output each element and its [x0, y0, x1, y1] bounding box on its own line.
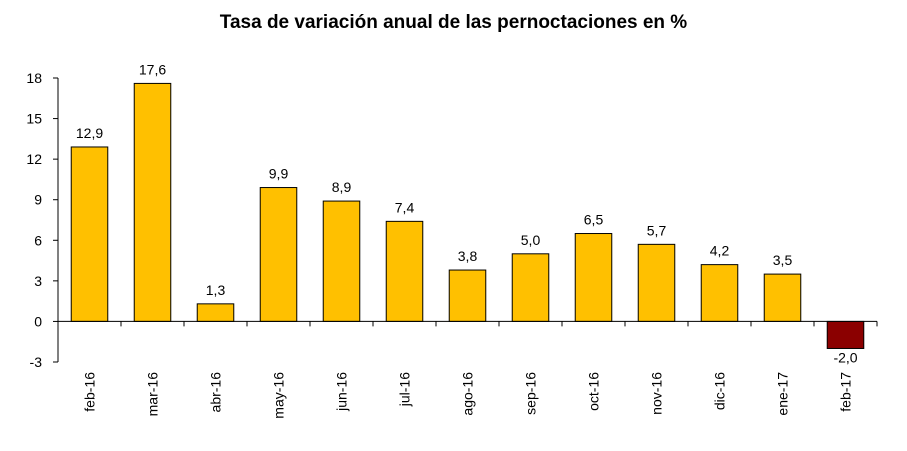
y-tick-label: -3	[30, 354, 43, 370]
chart-title: Tasa de variación anual de las pernoctac…	[219, 12, 688, 33]
bar-ago-16	[448, 269, 487, 322]
bar-sep-16	[511, 253, 550, 322]
x-tick-label: jul-16	[397, 372, 413, 407]
bars-group: 12,9 17,6 1,3 9,9 8,9 7,4 3,8 5,0 6,5 5,7 4,2 3,5 -2…	[70, 61, 865, 365]
data-label: 7,4	[395, 199, 415, 215]
bar-oct-16	[574, 233, 613, 322]
y-tick-label: 15	[26, 111, 42, 127]
data-label: 3,8	[458, 248, 478, 264]
y-tick-label: 3	[34, 273, 42, 289]
data-label: 3,5	[773, 252, 793, 268]
data-label: 4,2	[710, 243, 730, 259]
bar-abr-16	[196, 303, 235, 322]
bar-jul-16	[385, 220, 424, 322]
data-label: 9,9	[269, 166, 289, 182]
y-tick-label: 9	[34, 192, 42, 208]
x-tick-label: feb-17	[838, 372, 854, 412]
data-label: 17,6	[139, 61, 166, 77]
y-tick-label: 0	[34, 313, 42, 329]
y-tick-label: 6	[34, 232, 42, 248]
data-label: 8,9	[332, 179, 352, 195]
x-tick-label: dic-16	[712, 372, 728, 410]
x-tick-label: may-16	[271, 372, 287, 419]
x-tick-label: sep-16	[523, 372, 539, 415]
data-label: 12,9	[76, 125, 103, 141]
data-label: 1,3	[206, 282, 226, 298]
x-tick-label: mar-16	[145, 372, 161, 417]
x-tick-label: oct-16	[586, 372, 602, 411]
x-tick-label: ago-16	[460, 372, 476, 416]
data-label: 5,7	[647, 222, 667, 238]
data-label: 5,0	[521, 232, 541, 248]
bar-nov-16	[637, 243, 676, 322]
x-axis: feb-16 mar-16 abr-16 may-16 jun-16 jul-16 ago-…	[57, 320, 878, 419]
bar-dic-16	[700, 264, 739, 322]
x-tick-label: feb-16	[82, 372, 98, 412]
x-tick-label: nov-16	[649, 372, 665, 415]
bar-jun-16	[322, 200, 361, 322]
data-label: 6,5	[584, 212, 604, 228]
bar-ene-17	[763, 273, 802, 322]
y-tick-label: 12	[26, 151, 42, 167]
data-label: -2,0	[833, 349, 857, 365]
bar-feb-17	[826, 320, 865, 349]
bar-mar-16	[133, 82, 172, 322]
bar-feb-16	[70, 146, 109, 322]
bar-may-16	[259, 187, 298, 322]
y-axis: -3 0 3 6 9 12 15 18	[26, 70, 59, 370]
y-tick-label: 18	[26, 70, 42, 86]
x-tick-label: abr-16	[208, 372, 224, 413]
x-tick-label: jun-16	[334, 372, 350, 412]
x-tick-label: ene-17	[775, 372, 791, 416]
